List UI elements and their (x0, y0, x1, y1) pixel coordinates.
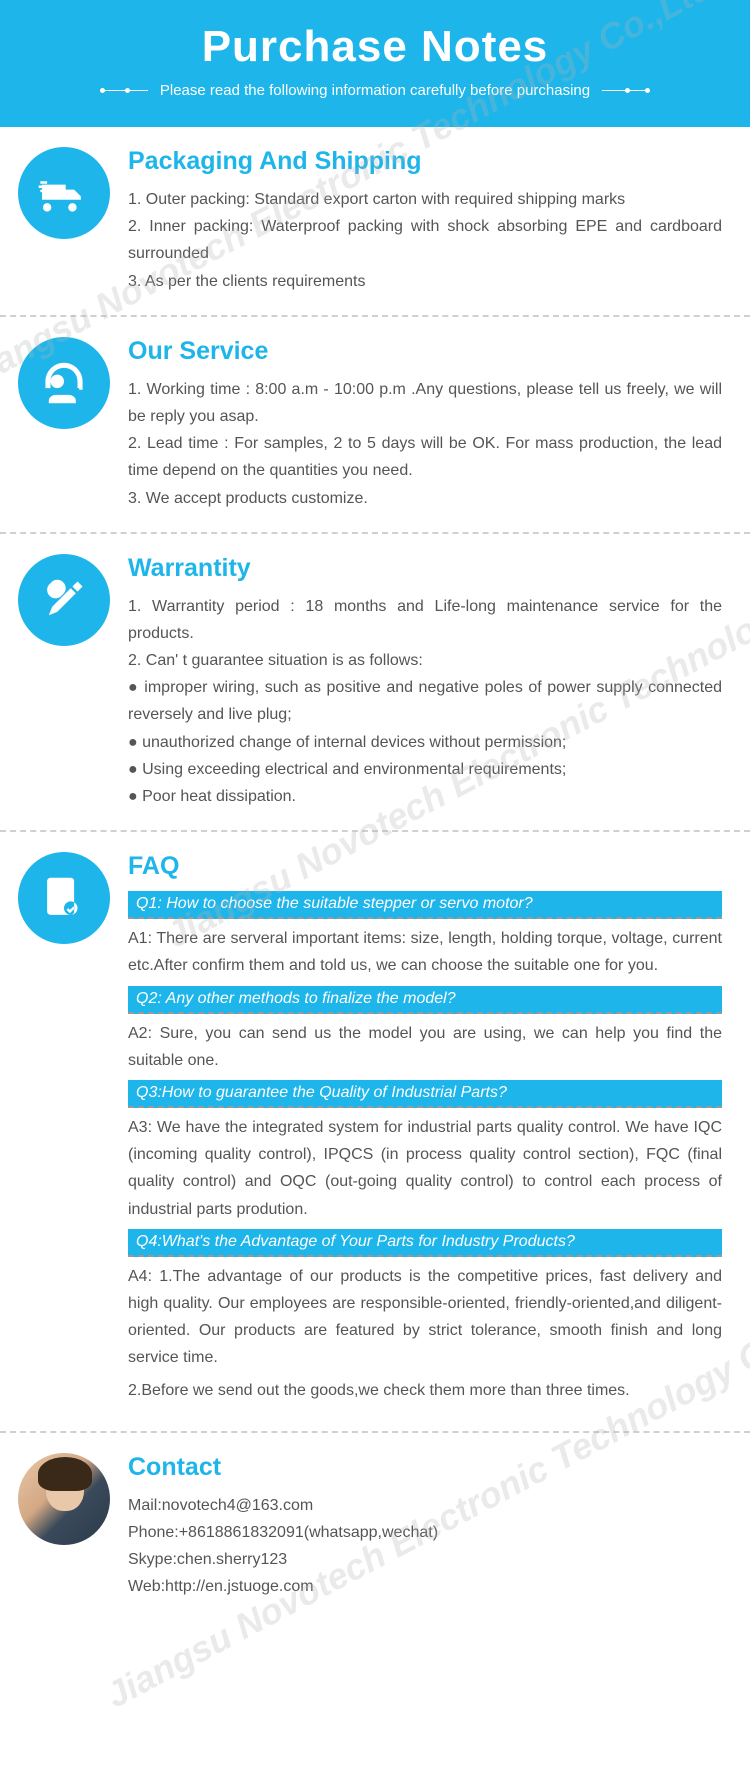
contact-title: Contact (128, 1453, 722, 1482)
section-warranty: Warrantity 1. Warrantity period : 18 mon… (0, 534, 750, 833)
service-line: 1. Working time : 8:00 a.m - 10:00 p.m .… (128, 376, 722, 430)
contact-web: Web:http://en.jstuoge.com (128, 1573, 722, 1600)
faq-answer: A1: There are serveral important items: … (128, 925, 722, 979)
faq-question: Q3:How to guarantee the Quality of Indus… (128, 1080, 722, 1108)
service-title: Our Service (128, 337, 722, 366)
faq-title: FAQ (128, 852, 722, 881)
section-contact: Contact Mail:novotech4@163.com Phone:+86… (0, 1433, 750, 1621)
warranty-line: 2. Can' t guarantee situation is as foll… (128, 647, 722, 674)
warranty-bullet: ● improper wiring, such as positive and … (128, 674, 722, 728)
section-packaging: Packaging And Shipping 1. Outer packing:… (0, 127, 750, 317)
header-title: Purchase Notes (20, 22, 730, 72)
service-line: 2. Lead time : For samples, 2 to 5 days … (128, 430, 722, 484)
header: Purchase Notes Please read the following… (0, 0, 750, 127)
packaging-line: 1. Outer packing: Standard export carton… (128, 186, 722, 213)
faq-answer: A2: Sure, you can send us the model you … (128, 1020, 722, 1074)
contact-avatar (18, 1453, 110, 1545)
tools-icon (18, 554, 110, 646)
packaging-line: 3. As per the clients requirements (128, 268, 722, 295)
contact-skype: Skype:chen.sherry123 (128, 1546, 722, 1573)
faq-question: Q1: How to choose the suitable stepper o… (128, 891, 722, 919)
service-line: 3. We accept products customize. (128, 485, 722, 512)
warranty-line: 1. Warrantity period : 18 months and Lif… (128, 593, 722, 647)
warranty-bullet: ● Using exceeding electrical and environ… (128, 756, 722, 783)
packaging-title: Packaging And Shipping (128, 147, 722, 176)
contact-phone: Phone:+8618861832091(whatsapp,wechat) (128, 1519, 722, 1546)
faq-question: Q4:What's the Advantage of Your Parts fo… (128, 1229, 722, 1257)
warranty-bullet: ● Poor heat dissipation. (128, 783, 722, 810)
faq-answer: A3: We have the integrated system for in… (128, 1114, 722, 1223)
page: Jiangsu Novotech Electronic Technology C… (0, 0, 750, 1620)
header-subtitle: Please read the following information ca… (20, 82, 730, 99)
headset-icon (18, 337, 110, 429)
section-service: Our Service 1. Working time : 8:00 a.m -… (0, 317, 750, 534)
packaging-line: 2. Inner packing: Waterproof packing wit… (128, 213, 722, 267)
faq-question: Q2: Any other methods to finalize the mo… (128, 986, 722, 1014)
faq-extra: 2.Before we send out the goods,we check … (128, 1377, 722, 1404)
clipboard-check-icon (18, 852, 110, 944)
contact-mail: Mail:novotech4@163.com (128, 1492, 722, 1519)
warranty-bullet: ● unauthorized change of internal device… (128, 729, 722, 756)
warranty-title: Warrantity (128, 554, 722, 583)
faq-answer: A4: 1.The advantage of our products is t… (128, 1263, 722, 1372)
truck-icon (18, 147, 110, 239)
section-faq: FAQ Q1: How to choose the suitable stepp… (0, 832, 750, 1432)
